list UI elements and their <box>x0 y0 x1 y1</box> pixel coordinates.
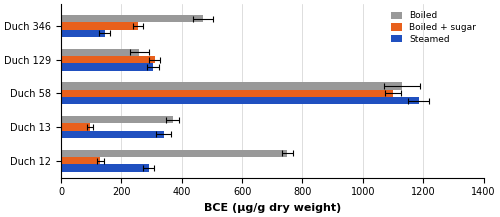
Bar <box>61 116 172 123</box>
Bar <box>61 82 402 90</box>
Legend: Boiled, Boiled + sugar, Steamed: Boiled, Boiled + sugar, Steamed <box>388 9 479 46</box>
Bar <box>61 30 105 37</box>
Bar <box>61 63 153 71</box>
Bar <box>61 123 90 131</box>
Bar <box>61 15 203 22</box>
Bar <box>61 157 100 164</box>
Bar <box>61 150 288 157</box>
Bar <box>61 131 164 138</box>
Bar <box>61 49 140 56</box>
Bar <box>61 90 393 97</box>
Bar <box>61 22 138 30</box>
X-axis label: BCE (μg/g dry weight): BCE (μg/g dry weight) <box>204 203 341 213</box>
Bar <box>61 164 148 172</box>
Bar <box>61 56 154 63</box>
Bar <box>61 97 418 105</box>
